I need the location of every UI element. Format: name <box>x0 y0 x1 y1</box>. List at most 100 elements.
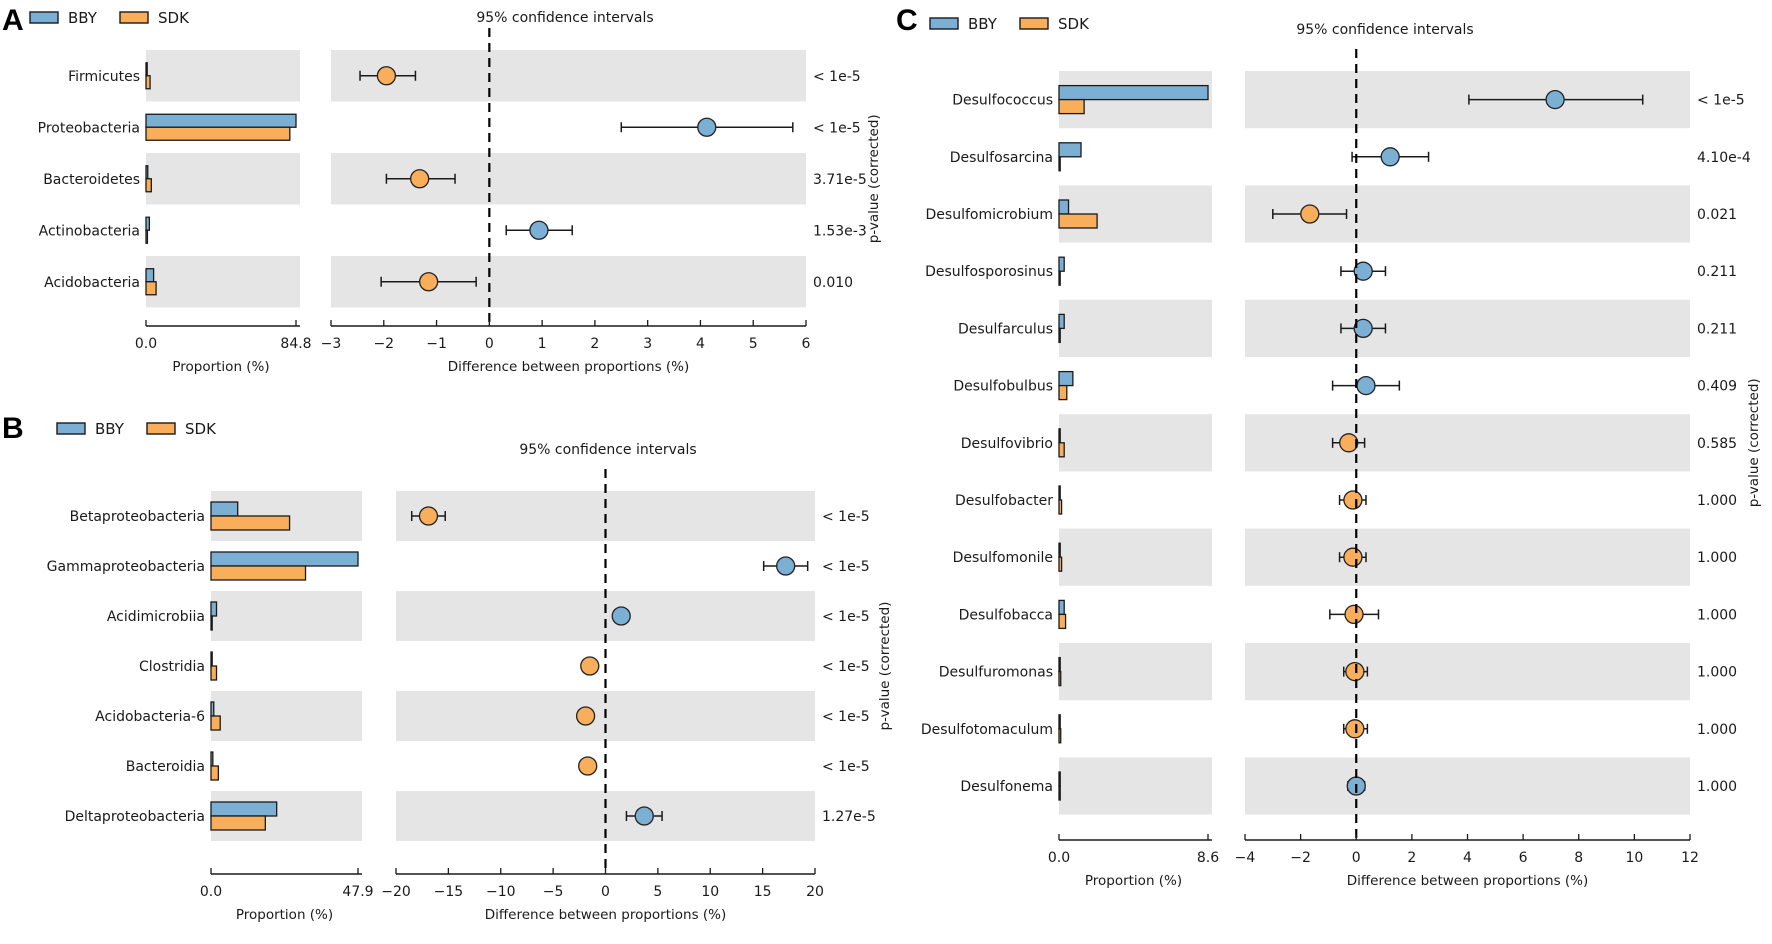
ci-axis-title: Difference between proportions (%) <box>448 359 690 375</box>
row-acidimicrobiia: Acidimicrobiia < 1e-5 <box>107 591 870 641</box>
row-desulfococcus: Desulfococcus < 1e-5 <box>952 71 1745 129</box>
ci-mean-point <box>376 66 397 86</box>
row-acidobacteria: Acidobacteria 0.010 <box>44 256 853 308</box>
bar-axis-title: Proportion (%) <box>1085 873 1182 889</box>
category-label: Desulfobulbus <box>953 379 1053 395</box>
p-value: < 1e-5 <box>813 120 861 136</box>
ci-axis: −20 −15 −10 −5 0 5 10 15 20 Difference between pr… <box>381 868 824 923</box>
ci-mean-point <box>418 272 439 292</box>
p-value: < 1e-5 <box>822 559 870 575</box>
row-actinobacteria: Actinobacteria 1.53e-3 <box>39 216 867 244</box>
ci-title: 95% confidence intervals <box>476 10 653 26</box>
row-desulfobulbus: Desulfobulbus 0.409 <box>953 370 1737 401</box>
row-desulfarculus: Desulfarculus 0.211 <box>958 299 1737 357</box>
ci-tick-label: −3 <box>321 336 342 352</box>
p-value: 1.000 <box>1697 607 1737 623</box>
p-value: < 1e-5 <box>822 709 870 725</box>
bar-sdk <box>145 126 291 141</box>
legend-swatch-bby <box>56 422 86 435</box>
ci-mean-point <box>418 506 439 526</box>
ci-tick-label: 2 <box>590 336 599 352</box>
ci-tick-label: 5 <box>749 336 758 352</box>
p-value: < 1e-5 <box>813 69 861 85</box>
p-value: 0.585 <box>1697 436 1737 452</box>
category-label: Acidobacteria-6 <box>95 709 205 725</box>
ci-tick-label: 2 <box>1407 850 1416 866</box>
bar-bby <box>1058 656 1061 673</box>
ci-mean-point <box>1345 719 1365 739</box>
category-label: Desulfosporosinus <box>925 264 1053 280</box>
category-label: Desulfobacca <box>959 607 1053 623</box>
bar-sdk <box>210 715 221 731</box>
ci-tick-label: −15 <box>434 884 464 900</box>
row-band-bar <box>1059 528 1212 586</box>
bar-sdk <box>210 765 220 781</box>
bar-sdk <box>1058 499 1063 515</box>
row-desulfovibrio: Desulfovibrio 0.585 <box>961 414 1737 472</box>
p-value-axis-label: p-value (corrected) <box>1746 378 1762 507</box>
p-value: < 1e-5 <box>822 659 870 675</box>
ci-tick-label: 0 <box>1352 850 1361 866</box>
legend: BBY SDK <box>29 9 190 27</box>
p-value-axis-label: p-value (corrected) <box>877 602 893 731</box>
ci-tick-label: 6 <box>1519 850 1528 866</box>
ci-tick-label: −10 <box>486 884 516 900</box>
ci-tick-label: 3 <box>643 336 652 352</box>
row-desulfomicrobium: Desulfomicrobium 0.021 <box>926 185 1737 243</box>
category-label: Desulfomicrobium <box>926 207 1053 223</box>
ci-mean-point <box>575 706 596 726</box>
bar-bby <box>1058 542 1061 558</box>
row-clostridia: Clostridia < 1e-5 <box>139 651 870 681</box>
panel-b: B BBY SDK 95% confidence intervals Betaprote… <box>2 412 893 923</box>
p-value-axis-label: p-value (corrected) <box>866 114 882 243</box>
row-desulfotomaculum: Desulfotomaculum 1.000 <box>921 714 1737 744</box>
p-value: 4.10e-4 <box>1697 150 1751 166</box>
bar-sdk <box>1058 327 1061 344</box>
bar-bby <box>1058 256 1065 272</box>
p-value: 1.000 <box>1697 665 1737 681</box>
ci-tick-label: 15 <box>754 884 772 900</box>
row-band-ci <box>1245 528 1690 586</box>
row-band-bar <box>146 50 300 102</box>
p-value: 1.27e-5 <box>822 809 876 825</box>
ci-mean-point <box>578 756 598 776</box>
category-label: Betaproteobacteria <box>70 509 205 525</box>
row-band-ci <box>1245 643 1690 701</box>
row-band-ci <box>1245 414 1690 472</box>
p-value: 1.53e-3 <box>813 223 867 239</box>
row-desulfomonile: Desulfomonile 1.000 <box>953 528 1737 586</box>
category-label: Acidimicrobiia <box>107 609 205 625</box>
row-band-bar <box>1059 299 1212 357</box>
bar-sdk <box>1058 384 1068 401</box>
row-band-ci <box>1245 757 1690 815</box>
row-band-bar <box>1059 414 1212 472</box>
ci-mean-point <box>1545 89 1565 110</box>
category-label: Acidobacteria <box>44 275 140 291</box>
bar-sdk <box>1058 785 1061 801</box>
bar-bby <box>1058 313 1065 330</box>
legend-swatch-sdk <box>119 11 149 24</box>
ci-mean-point <box>776 556 796 576</box>
bar-bby <box>210 501 239 517</box>
p-value: 0.010 <box>813 275 853 291</box>
bar-tick-label: 84.8 <box>280 336 311 352</box>
category-label: Bacteroidetes <box>43 172 140 188</box>
bar-tick-label: 0.0 <box>1048 850 1070 866</box>
row-bacteroidetes: Bacteroidetes 3.71e-5 <box>43 153 867 205</box>
bar-sdk <box>210 515 291 531</box>
ci-tick-label: 12 <box>1681 850 1699 866</box>
p-value: 1.000 <box>1697 722 1737 738</box>
p-value: < 1e-5 <box>822 509 870 525</box>
ci-tick-label: −2 <box>373 336 394 352</box>
bar-bby <box>1058 485 1061 501</box>
bar-sdk <box>210 615 213 631</box>
bar-sdk <box>210 665 218 681</box>
category-label: Gammaproteobacteria <box>47 559 205 575</box>
bar-sdk <box>145 75 151 90</box>
ci-tick-label: 6 <box>802 336 811 352</box>
legend-label-bby: BBY <box>968 15 998 33</box>
bar-axis: 0.0 84.8 Proportion (%) <box>135 320 312 375</box>
category-label: Desulfococcus <box>952 93 1053 109</box>
p-value: 1.000 <box>1697 779 1737 795</box>
